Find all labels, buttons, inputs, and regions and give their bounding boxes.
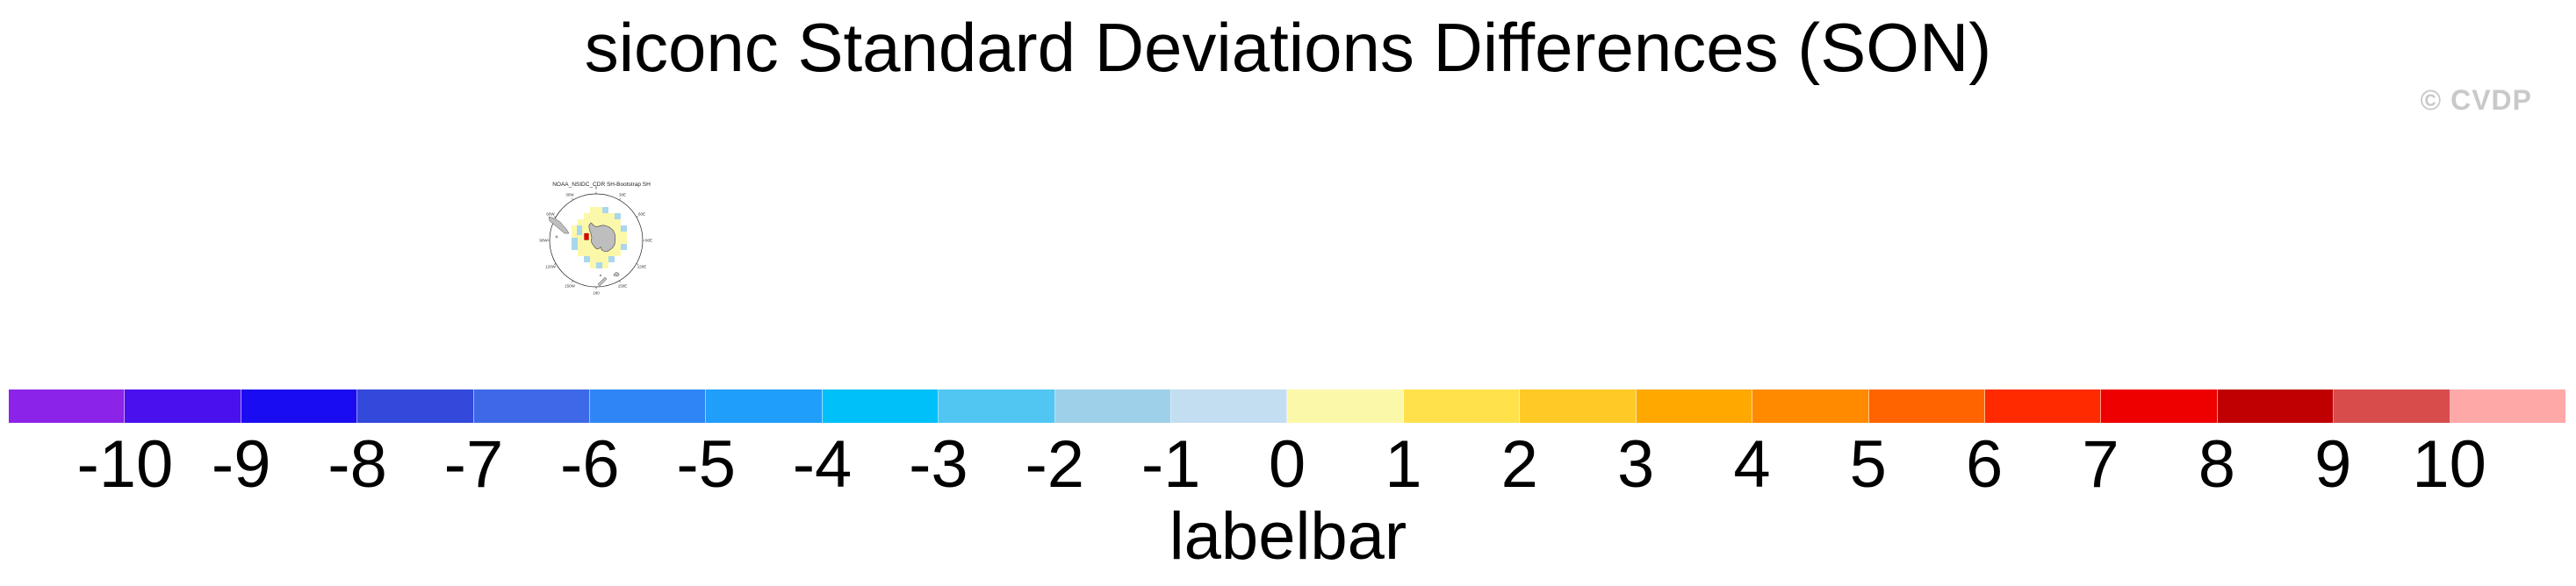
map-lon-tick (619, 280, 621, 283)
map-lon-label: 150W (565, 284, 576, 289)
labelbar-tick-label: 4 (1733, 427, 1771, 502)
labelbar-segment (1403, 389, 1521, 423)
labelbar-segment (939, 389, 1055, 423)
labelbar-tick-label: 1 (1385, 427, 1422, 502)
labelbar-tick-label: -1 (1140, 427, 1201, 502)
labelbar-segment (1636, 389, 1753, 423)
map-lon-label: 30E (619, 193, 626, 197)
south-america-tip (548, 216, 570, 234)
labelbar-segment (473, 389, 591, 423)
labelbar-segment (706, 389, 823, 423)
labelbar-segment (590, 389, 707, 423)
labelbar-segment (1171, 389, 1288, 423)
labelbar-tick-label: 10 (2412, 427, 2486, 502)
map-panel-title: NOAA_NSIDC_CDR SH-Bootstrap SH (552, 182, 651, 188)
labelbar-tick-label: 0 (1268, 427, 1306, 502)
island-south-blob (613, 272, 620, 277)
island-dot (599, 274, 602, 277)
labelbar (9, 389, 2565, 423)
island-dot (555, 235, 558, 239)
labelbar-tick-row: -10 -9 -8 -7 -6 -5 -4 -3 -2 -1 0 1 2 3 4 5 6 7 8 9 10 (9, 432, 2565, 502)
labelbar-tick-label: 7 (2082, 427, 2119, 502)
map-lon-tick (553, 263, 557, 265)
labelbar-segment (2450, 389, 2565, 423)
island-south-bar (597, 276, 608, 287)
labelbar-tick-label: -8 (327, 427, 387, 502)
cvdp-watermark: © CVDP (2420, 84, 2532, 116)
labelbar-tick-label: -6 (560, 427, 620, 502)
labelbar-tick-label: -4 (792, 427, 853, 502)
map-lon-label: 90W (539, 239, 548, 243)
labelbar-tick-label: 9 (2314, 427, 2352, 502)
antarctica-map: NOAA_NSIDC_CDR SH-Bootstrap SH (539, 182, 652, 296)
map-lon-label: 30W (565, 193, 574, 197)
labelbar-tick-label: -7 (443, 427, 504, 502)
labelbar-segment (357, 389, 474, 423)
map-lon-label: 120W (545, 265, 557, 269)
map-lon-label: 0 (595, 186, 598, 190)
labelbar-tick-label: 2 (1500, 427, 1538, 502)
labelbar-segment (1984, 389, 2102, 423)
labelbar-caption: labelbar (1169, 499, 1407, 574)
labelbar-segment (1868, 389, 1985, 423)
map-lon-tick (553, 216, 557, 218)
labelbar-tick-label: -10 (76, 427, 174, 502)
page-title: siconc Standard Deviations Differences (… (584, 9, 1992, 86)
labelbar-tick-label: 5 (1849, 427, 1887, 502)
map-lon-label: 120E (637, 265, 647, 269)
labelbar-segment (1752, 389, 1869, 423)
map-lon-tick (636, 216, 639, 218)
labelbar-tick-label: 3 (1616, 427, 1655, 502)
labelbar-segment (241, 389, 358, 423)
labelbar-segment (2334, 389, 2450, 423)
labelbar-tick-label: 8 (2198, 427, 2236, 502)
seaice-diff-cells-blue (572, 207, 627, 268)
map-lon-tick (636, 263, 639, 265)
map-lon-label: 90E (645, 239, 652, 243)
map-lon-label: 150E (618, 284, 628, 289)
labelbar-segment (822, 389, 939, 423)
labelbar-segment (2217, 389, 2335, 423)
antarctica-landmass (588, 222, 616, 252)
labelbar-tick-label: -2 (1025, 427, 1085, 502)
labelbar-segment (1054, 389, 1172, 423)
map-lon-label: 60W (546, 212, 555, 217)
labelbar-tick-label: -5 (676, 427, 736, 502)
map-lon-label: 180 (593, 291, 600, 296)
seaice-diff-cell-red (584, 232, 589, 240)
polar-map-panel: NOAA_NSIDC_CDR SH-Bootstrap SH (514, 174, 707, 330)
labelbar-segment (1520, 389, 1637, 423)
labelbar-segment (2101, 389, 2218, 423)
labelbar-tick-label: -9 (211, 427, 271, 502)
map-lon-label: 60E (638, 212, 645, 217)
labelbar-tick-label: -3 (909, 427, 968, 502)
labelbar-segment (9, 389, 126, 423)
labelbar-segment (1287, 389, 1404, 423)
labelbar-segment (125, 389, 241, 423)
labelbar-tick-label: 6 (1966, 427, 2004, 502)
map-longitude-labels: 0 30E 60E 90E 120E 150E 180 150W 120W 90W 60W 30W (539, 186, 652, 296)
map-lon-tick (619, 197, 621, 201)
